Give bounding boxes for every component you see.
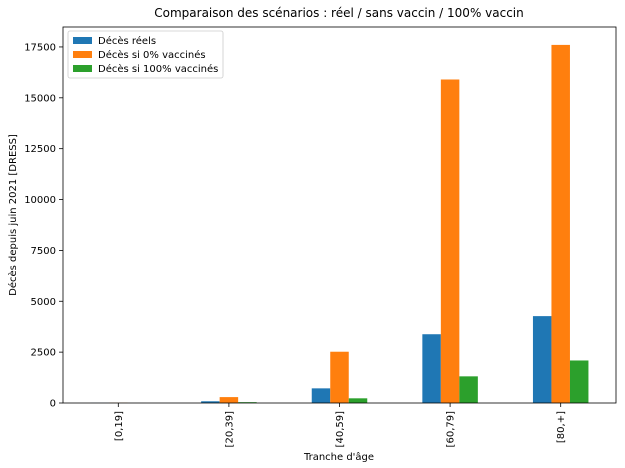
y-tick-label: 0 xyxy=(50,399,56,410)
legend-label: Décès réels xyxy=(98,35,156,47)
bar-1-5 xyxy=(532,316,552,403)
bar-2-4 xyxy=(440,79,460,404)
bar-1-3 xyxy=(311,388,331,403)
bars-group xyxy=(90,44,589,404)
bar-3-3 xyxy=(348,398,368,403)
bar-1-4 xyxy=(422,334,441,403)
y-tick-label: 12500 xyxy=(24,144,56,155)
x-tick-label: [0,19] xyxy=(114,411,125,441)
legend-swatch xyxy=(73,65,92,72)
bar-2-2 xyxy=(219,397,239,403)
y-axis: 0 2500 5000 7500 10000 12500 15000 17500 xyxy=(24,42,63,410)
x-tick-label: [60,79] xyxy=(446,411,457,448)
chart-title: Comparaison des scénarios : réel / sans … xyxy=(154,6,524,20)
y-tick-label: 7500 xyxy=(31,246,56,257)
bar-3-5 xyxy=(569,360,589,403)
y-tick-label: 15000 xyxy=(24,93,56,104)
bar-3-2 xyxy=(238,402,257,403)
legend-box xyxy=(67,30,224,79)
bar-2-5 xyxy=(551,44,570,404)
plot-frame xyxy=(62,26,617,404)
legend-swatch xyxy=(73,51,92,58)
legend-label: Décès si 0% vaccinés xyxy=(98,49,206,61)
legend-label: Décès si 100% vaccinés xyxy=(98,63,218,75)
bar-1-2 xyxy=(201,401,220,403)
bar-3-4 xyxy=(459,376,478,403)
x-axis-label: Tranche d'âge xyxy=(303,451,374,463)
legend: Décès réels Décès si 0% vaccinés Décès si … xyxy=(67,30,224,79)
x-tick-label: [80,+] xyxy=(556,411,567,443)
y-tick-label: 5000 xyxy=(31,297,56,308)
y-tick-label: 2500 xyxy=(31,348,56,359)
y-tick-label: 17500 xyxy=(24,42,56,53)
x-tick-label: [20,39] xyxy=(224,411,235,448)
x-axis: [0,19] [20,39] [40,59] [60,79] [80,+] xyxy=(114,403,567,447)
y-tick-label: 10000 xyxy=(24,195,56,206)
x-tick-label: [40,59] xyxy=(335,411,346,448)
legend-swatch xyxy=(73,37,92,44)
bar-2-3 xyxy=(330,351,349,403)
y-axis-label: Décès depuis juin 2021 [DRESS] xyxy=(7,134,19,296)
